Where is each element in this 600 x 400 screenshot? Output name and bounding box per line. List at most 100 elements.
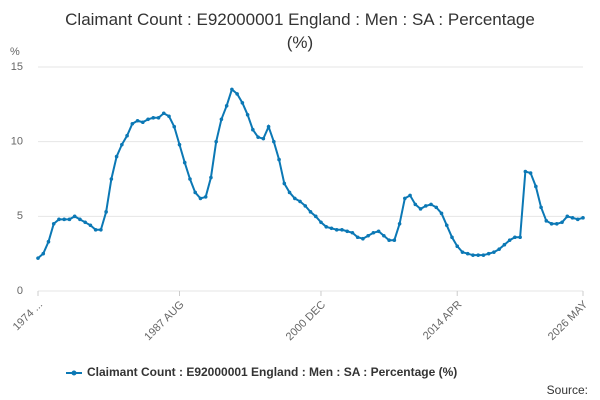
y-tick-label: 0: [17, 285, 23, 297]
data-point: [125, 133, 129, 138]
data-point: [282, 181, 287, 186]
data-point: [403, 196, 407, 201]
data-point: [465, 251, 470, 256]
data-point: [266, 124, 271, 129]
data-point: [308, 210, 313, 214]
x-tick-label: 1974 ...: [11, 299, 45, 333]
data-point: [114, 154, 119, 159]
data-point: [240, 101, 245, 105]
data-point: [161, 111, 166, 116]
data-point: [172, 124, 177, 129]
data-point: [560, 220, 564, 225]
data-point: [481, 253, 486, 257]
legend-marker: [71, 370, 77, 376]
data-point: [261, 136, 266, 141]
data-point: [272, 139, 276, 144]
legend-label: Claimant Count : E92000001 England : Men…: [87, 365, 457, 379]
data-point: [146, 117, 150, 122]
data-point: [93, 227, 98, 232]
data-point: [151, 115, 156, 120]
data-point: [371, 230, 376, 235]
data-point: [565, 214, 570, 219]
data-point: [518, 235, 522, 240]
data-point: [382, 233, 386, 238]
data-point: [319, 220, 323, 225]
data-point: [471, 253, 475, 257]
data-point: [392, 238, 397, 243]
data-point: [486, 251, 491, 256]
data-point: [287, 190, 292, 195]
data-point: [83, 220, 87, 225]
data-point: [350, 230, 355, 235]
data-point: [544, 219, 549, 223]
data-point: [444, 223, 449, 228]
data-point: [423, 204, 428, 208]
data-point: [78, 217, 82, 222]
data-point: [329, 226, 334, 231]
data-point: [224, 104, 229, 108]
data-point: [313, 214, 318, 219]
data-point: [214, 139, 218, 144]
data-point: [502, 242, 507, 247]
data-point: [277, 157, 281, 162]
data-point: [256, 135, 260, 139]
data-point: [355, 235, 360, 240]
x-tick-label: 2014 APR: [421, 299, 465, 343]
data-point: [188, 177, 192, 181]
data-point: [99, 227, 103, 232]
data-point: [460, 250, 465, 254]
data-point: [88, 223, 93, 228]
data-point: [570, 216, 575, 220]
data-point: [109, 177, 114, 181]
data-point: [376, 229, 381, 234]
data-point: [72, 214, 77, 219]
data-point: [167, 114, 171, 119]
data-point: [581, 216, 585, 220]
data-point: [366, 233, 370, 238]
data-point: [575, 217, 580, 222]
data-point: [67, 217, 72, 222]
data-point: [135, 118, 140, 123]
data-point: [429, 202, 433, 207]
y-tick-label: 10: [11, 136, 23, 148]
x-tick-label: 2000 DEC: [284, 299, 328, 343]
data-point: [455, 244, 460, 248]
data-point: [334, 227, 339, 232]
x-tick-label: 2026 MAY: [546, 298, 591, 343]
data-point: [345, 229, 349, 234]
data-point: [492, 250, 496, 254]
data-point: [57, 217, 61, 222]
data-point: [387, 238, 391, 243]
data-point: [245, 112, 250, 117]
data-point: [361, 236, 365, 241]
data-point: [182, 160, 187, 165]
data-point: [528, 171, 533, 175]
data-point: [418, 207, 423, 211]
data-point: [397, 222, 402, 226]
data-point: [62, 217, 67, 222]
data-point: [141, 120, 145, 125]
source: Source:: [547, 383, 588, 397]
data-point: [507, 238, 512, 243]
data-point: [539, 205, 543, 210]
y-tick-label: 15: [11, 61, 23, 73]
data-point: [193, 190, 198, 195]
data-point: [408, 193, 412, 198]
data-point: [340, 227, 344, 232]
chart-title: Claimant Count : E92000001 England : Men…: [65, 10, 535, 52]
data-point: [450, 235, 454, 240]
data-point: [51, 222, 56, 226]
data-point: [46, 239, 51, 244]
data-point: [534, 184, 538, 189]
data-point: [434, 205, 439, 210]
data-point: [130, 121, 135, 126]
data-point: [292, 196, 297, 201]
data-point: [198, 196, 203, 201]
data-point: [177, 142, 182, 147]
data-point: [303, 204, 308, 208]
data-point: [104, 210, 108, 214]
data-point: [413, 202, 418, 207]
data-point: [476, 253, 480, 257]
